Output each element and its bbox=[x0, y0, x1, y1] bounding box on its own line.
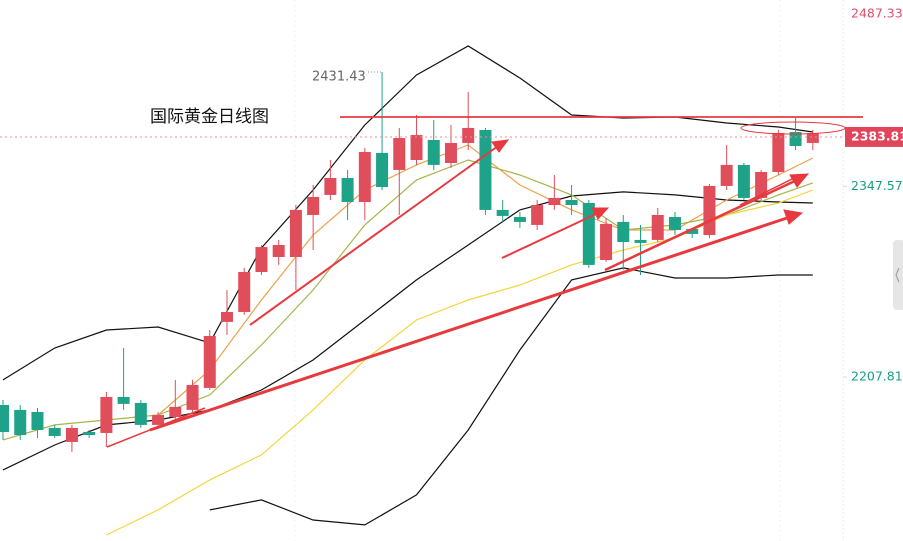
candle-body bbox=[789, 132, 802, 146]
y-tick-label: 2347.57 bbox=[851, 178, 903, 193]
indicator-line bbox=[209, 267, 813, 526]
candle-body bbox=[634, 239, 647, 243]
arrow bbox=[604, 178, 798, 272]
arrowhead bbox=[491, 139, 510, 153]
candle-body bbox=[65, 427, 78, 442]
candle-body bbox=[531, 205, 544, 225]
chart-title: 国际黄金日线图 bbox=[150, 107, 269, 127]
candle-body bbox=[220, 311, 233, 322]
candle-body bbox=[307, 196, 320, 215]
candle-body bbox=[565, 199, 578, 206]
y-tick-label: 2207.81 bbox=[851, 369, 903, 384]
candle-body bbox=[134, 402, 147, 425]
candle-body bbox=[703, 185, 716, 236]
candle-body bbox=[444, 142, 457, 164]
candle-body bbox=[755, 172, 768, 198]
candle-body bbox=[376, 152, 389, 188]
candle-body bbox=[548, 197, 561, 206]
candle-body bbox=[462, 127, 475, 143]
arrows bbox=[106, 139, 810, 448]
candles: 2431.43 bbox=[0, 69, 819, 452]
scroll-icon bbox=[895, 267, 900, 283]
candle-body bbox=[686, 229, 699, 234]
candle-body bbox=[100, 396, 113, 433]
candle-body bbox=[272, 244, 285, 257]
candle-body bbox=[720, 164, 733, 186]
candle-body bbox=[117, 396, 130, 404]
candle-body bbox=[513, 217, 526, 222]
candle-body bbox=[324, 178, 337, 195]
candle-body bbox=[772, 132, 785, 173]
candle-body bbox=[31, 411, 44, 430]
candle-body bbox=[83, 432, 96, 436]
candle-body bbox=[393, 138, 406, 170]
arrow bbox=[149, 215, 791, 432]
arrowhead bbox=[783, 209, 804, 225]
arrow bbox=[249, 145, 499, 326]
candle-body bbox=[737, 164, 750, 198]
candle-body bbox=[617, 221, 630, 242]
price-axis: 2487.33 2347.57 2207.81 2383.81 bbox=[0, 6, 903, 384]
candle-body bbox=[0, 404, 9, 433]
indicator-line bbox=[2, 45, 813, 381]
candle-body bbox=[668, 217, 681, 230]
high-label: 2431.43 bbox=[312, 69, 366, 84]
y-tick-label: 2487.33 bbox=[851, 6, 903, 21]
candle-body bbox=[358, 151, 371, 203]
last-price-badge bbox=[845, 126, 903, 147]
arrowhead bbox=[591, 207, 610, 220]
candle-body bbox=[238, 272, 251, 312]
candle-body bbox=[341, 178, 354, 203]
annotations bbox=[106, 116, 863, 448]
indicator-line bbox=[157, 144, 814, 416]
candle-body bbox=[806, 132, 819, 143]
candle-body bbox=[186, 384, 199, 410]
candle-body bbox=[410, 135, 423, 161]
candle-body bbox=[582, 202, 595, 265]
candle-body bbox=[600, 223, 613, 260]
candle-body bbox=[152, 414, 165, 425]
candle-body bbox=[427, 139, 440, 165]
last-price-label: 2383.81 bbox=[851, 128, 903, 143]
candle-body bbox=[289, 209, 302, 257]
candle-body bbox=[169, 406, 182, 418]
candle-body bbox=[14, 409, 27, 436]
candle-body bbox=[651, 214, 664, 240]
arrow bbox=[739, 174, 801, 206]
arrow bbox=[501, 212, 599, 259]
scroll-tab[interactable] bbox=[893, 240, 903, 310]
candle-body bbox=[479, 129, 492, 210]
candle-body bbox=[496, 209, 509, 216]
candle-body bbox=[255, 247, 268, 273]
candle-body bbox=[203, 335, 216, 388]
candle-body bbox=[48, 427, 61, 436]
